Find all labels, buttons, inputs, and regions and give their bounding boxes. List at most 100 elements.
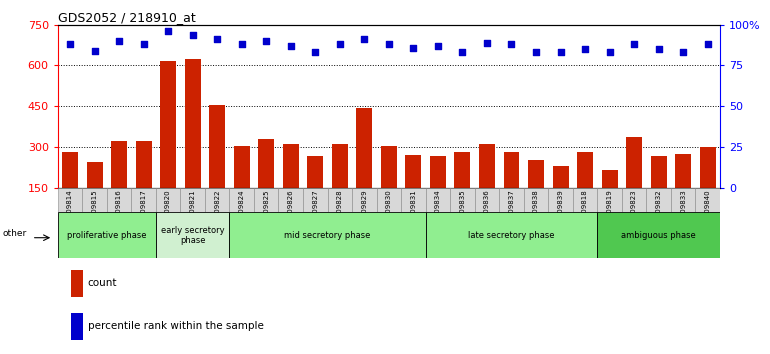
- Text: GSM109829: GSM109829: [361, 190, 367, 232]
- Text: GSM109836: GSM109836: [484, 190, 490, 232]
- Text: mid secretory phase: mid secretory phase: [284, 231, 370, 240]
- Bar: [430, 156, 446, 188]
- Text: GSM109831: GSM109831: [410, 190, 417, 232]
- Text: GSM109827: GSM109827: [313, 190, 318, 232]
- Bar: [646, 188, 671, 212]
- Bar: [107, 188, 132, 212]
- Text: GDS2052 / 218910_at: GDS2052 / 218910_at: [58, 11, 196, 24]
- Bar: [111, 142, 127, 188]
- Bar: [58, 212, 156, 258]
- Bar: [381, 145, 397, 188]
- Bar: [524, 188, 548, 212]
- Text: GSM109820: GSM109820: [165, 190, 171, 232]
- Bar: [357, 108, 373, 188]
- Bar: [479, 144, 495, 188]
- Bar: [499, 188, 524, 212]
- Text: GSM109839: GSM109839: [557, 190, 564, 232]
- Point: [701, 41, 714, 47]
- Point: [89, 48, 101, 54]
- Text: late secretory phase: late secretory phase: [468, 231, 554, 240]
- Bar: [651, 156, 667, 188]
- Point: [162, 28, 174, 34]
- Text: GSM109818: GSM109818: [582, 190, 588, 232]
- Text: GSM109837: GSM109837: [508, 190, 514, 232]
- Bar: [332, 144, 348, 188]
- Bar: [229, 188, 254, 212]
- Text: GSM109817: GSM109817: [141, 190, 146, 232]
- Text: GSM109823: GSM109823: [631, 190, 637, 232]
- Text: proliferative phase: proliferative phase: [67, 231, 146, 240]
- Bar: [205, 188, 229, 212]
- Bar: [577, 152, 593, 188]
- Text: GSM109834: GSM109834: [435, 190, 441, 232]
- Point: [604, 50, 616, 55]
- Point: [186, 32, 199, 38]
- Text: GSM109826: GSM109826: [288, 190, 293, 232]
- Text: GSM109824: GSM109824: [239, 190, 245, 232]
- Bar: [258, 139, 274, 188]
- Bar: [307, 156, 323, 188]
- Bar: [553, 166, 568, 188]
- Point: [333, 41, 346, 47]
- Bar: [695, 188, 720, 212]
- Bar: [675, 154, 691, 188]
- Bar: [209, 105, 225, 188]
- Point: [530, 50, 542, 55]
- Bar: [86, 162, 102, 188]
- Bar: [180, 188, 205, 212]
- Text: GSM109838: GSM109838: [533, 190, 539, 232]
- Point: [480, 40, 493, 46]
- Bar: [450, 188, 474, 212]
- Bar: [598, 188, 622, 212]
- Text: GSM109832: GSM109832: [655, 190, 661, 232]
- Bar: [598, 212, 720, 258]
- Point: [309, 50, 321, 55]
- Bar: [401, 188, 426, 212]
- Point: [554, 50, 567, 55]
- Bar: [601, 170, 618, 188]
- Bar: [474, 188, 499, 212]
- Bar: [426, 188, 450, 212]
- Bar: [528, 160, 544, 188]
- Bar: [279, 188, 303, 212]
- Point: [383, 41, 395, 47]
- Point: [407, 45, 420, 50]
- Bar: [622, 188, 646, 212]
- Bar: [156, 212, 229, 258]
- Point: [579, 46, 591, 52]
- Bar: [352, 188, 377, 212]
- Text: early secretory
phase: early secretory phase: [161, 226, 225, 245]
- Point: [457, 50, 469, 55]
- Text: ambiguous phase: ambiguous phase: [621, 231, 696, 240]
- Text: other: other: [3, 229, 27, 238]
- Text: count: count: [88, 278, 117, 288]
- Point: [652, 46, 665, 52]
- Text: GSM109819: GSM109819: [607, 190, 613, 232]
- Text: GSM109828: GSM109828: [336, 190, 343, 232]
- Point: [358, 36, 370, 42]
- Point: [64, 41, 76, 47]
- Bar: [71, 270, 83, 297]
- Bar: [671, 188, 695, 212]
- Text: GSM109822: GSM109822: [214, 190, 220, 232]
- Bar: [136, 142, 152, 188]
- Text: GSM109830: GSM109830: [386, 190, 392, 232]
- Text: GSM109814: GSM109814: [67, 190, 73, 232]
- Text: GSM109816: GSM109816: [116, 190, 122, 232]
- Bar: [454, 152, 470, 188]
- Point: [236, 41, 248, 47]
- Bar: [234, 145, 249, 188]
- Bar: [548, 188, 573, 212]
- Bar: [327, 188, 352, 212]
- Point: [285, 43, 297, 49]
- Text: GSM109835: GSM109835: [460, 190, 465, 232]
- Point: [113, 38, 126, 44]
- Bar: [700, 147, 715, 188]
- Bar: [132, 188, 156, 212]
- Point: [505, 41, 517, 47]
- Bar: [504, 152, 520, 188]
- Point: [628, 41, 641, 47]
- Bar: [58, 188, 82, 212]
- Text: GSM109833: GSM109833: [680, 190, 686, 232]
- Point: [260, 38, 273, 44]
